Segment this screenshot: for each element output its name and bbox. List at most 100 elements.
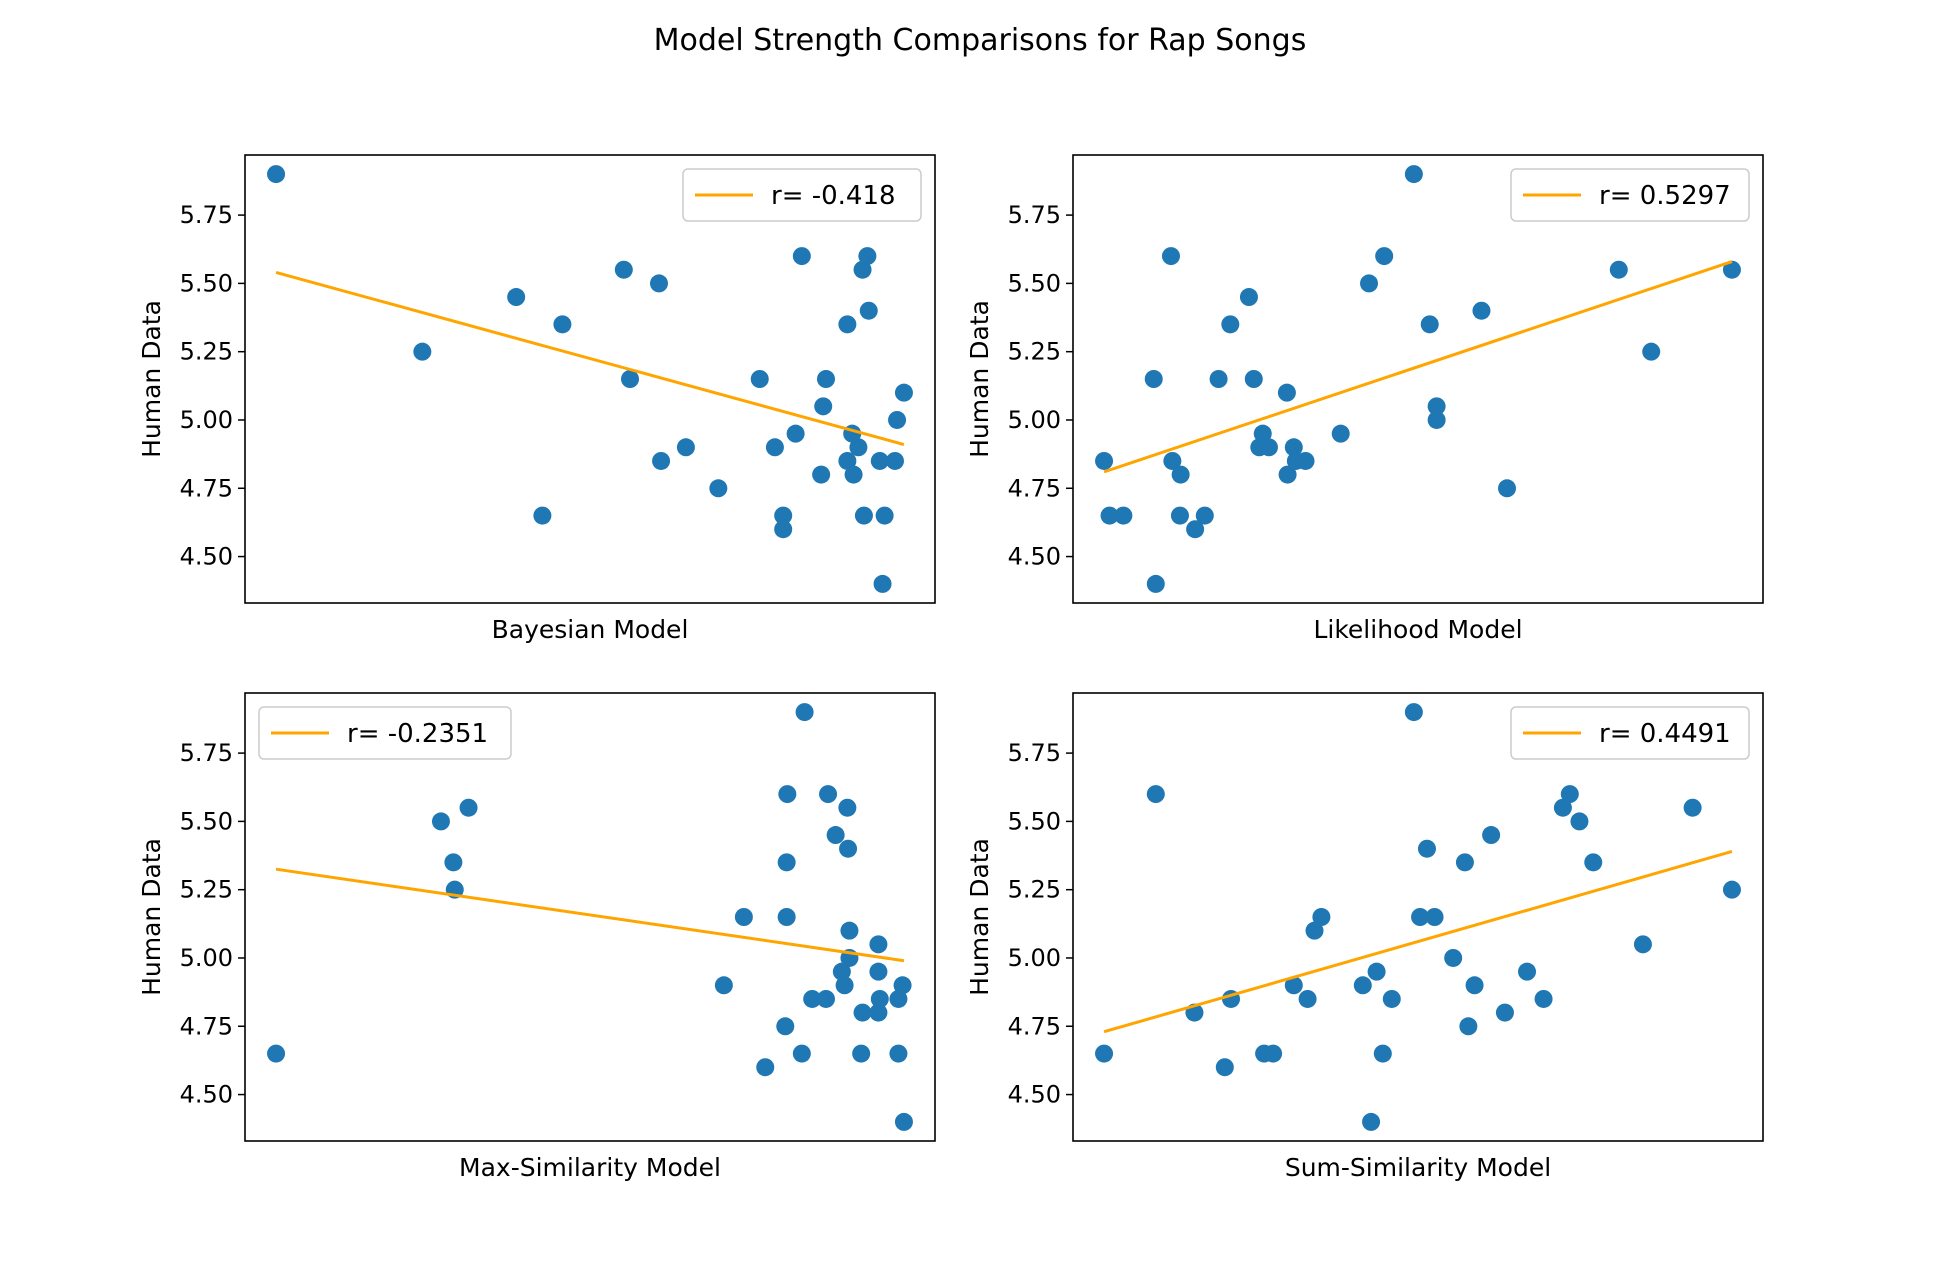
legend-label: r= -0.418 [771,181,896,211]
data-point [838,451,857,470]
data-point [413,342,432,361]
data-point [835,976,854,995]
data-point [1375,247,1394,266]
data-point [786,424,805,443]
data-point [1642,342,1661,361]
data-point [1195,506,1214,525]
data-point [1683,798,1702,817]
data-point [1362,1112,1381,1131]
data-point [853,260,872,279]
y-tick-label: 4.75 [1008,474,1061,502]
data-point [1146,574,1165,593]
legend-label: r= 0.5297 [1599,181,1731,211]
y-tick-label: 5.50 [1008,269,1061,297]
data-point [803,989,822,1008]
data-point [1518,962,1537,981]
data-point [1444,948,1463,967]
data-point [844,465,863,484]
data-point [1570,812,1589,831]
data-point [1298,989,1317,1008]
data-point [792,247,811,266]
data-point [1360,274,1379,293]
data-point [1427,397,1446,416]
data-point [1171,465,1190,484]
data-point [894,1112,913,1131]
y-tick-label: 5.75 [1008,739,1061,767]
data-point [267,165,286,184]
data-point [1495,1003,1514,1022]
data-point [614,260,633,279]
data-point [873,574,892,593]
figure-title: Model Strength Comparisons for Rap Songs [654,23,1307,58]
data-point [1144,370,1163,388]
data-point [870,451,889,470]
y-tick-label: 5.00 [1008,944,1061,972]
data-point [826,826,845,845]
data-point [1534,989,1553,1008]
y-tick-label: 5.75 [1008,201,1061,229]
data-point [1465,976,1484,995]
data-point [750,370,769,388]
data-point [714,976,733,995]
data-point [1312,908,1331,926]
data-point [1163,451,1182,470]
data-point [1215,1058,1234,1077]
data-point [816,370,835,388]
data-point [819,785,838,804]
data-point [832,962,851,981]
data-point [1221,315,1240,334]
data-point [1560,785,1579,804]
data-point [1472,301,1491,320]
data-point [1264,1044,1283,1063]
y-tick-label: 4.50 [180,1081,233,1109]
data-point [840,921,859,940]
data-point [507,288,526,307]
data-point [1146,785,1165,804]
y-tick-label: 5.25 [1008,876,1061,904]
data-point [885,451,904,470]
subplot-sum-similarity: 4.50 4.75 5.00 5.25 5.50 5.75 Sum-Similarity M… [965,692,1764,1182]
y-axis-label: Human Data [137,300,166,458]
data-point [852,1044,871,1063]
data-point [1459,1017,1478,1036]
data-point [1331,424,1350,443]
data-point [1427,410,1446,429]
data-point [816,989,835,1008]
x-axis-label: Bayesian Model [492,615,689,644]
data-point [795,703,814,722]
data-point [1367,962,1386,981]
data-point [1498,479,1517,498]
data-point [1722,880,1741,899]
y-tick-label: 4.75 [180,1012,233,1040]
y-tick-label: 5.75 [180,739,233,767]
subplot-grid: 4.50 4.75 5.00 5.25 5.50 5.75 Bayesian Model Hu… [137,154,1764,1182]
y-tick-label: 5.25 [180,876,233,904]
data-point [1609,260,1628,279]
data-point [1553,798,1572,817]
data-point [777,853,796,872]
y-tick-label: 5.00 [180,406,233,434]
data-point [889,1044,908,1063]
data-point [776,1017,795,1036]
data-point [1278,465,1297,484]
data-point [1114,506,1133,525]
data-point [1420,315,1439,334]
data-point [870,989,889,1008]
data-point [765,438,784,457]
y-tick-label: 5.25 [1008,338,1061,366]
data-point [1244,370,1263,388]
data-point [1305,921,1324,940]
y-axis-label: Human Data [965,838,994,996]
data-point [875,506,894,525]
data-point [1277,383,1296,402]
data-point [1482,826,1501,845]
legend: r= 0.5297 [1510,168,1750,222]
legend: r= -0.2351 [258,706,512,760]
data-point [1722,260,1741,279]
data-point [1095,1044,1114,1063]
y-axis-label: Human Data [965,300,994,458]
data-point [553,315,572,334]
data-point [858,247,877,266]
legend-box [1510,706,1750,760]
